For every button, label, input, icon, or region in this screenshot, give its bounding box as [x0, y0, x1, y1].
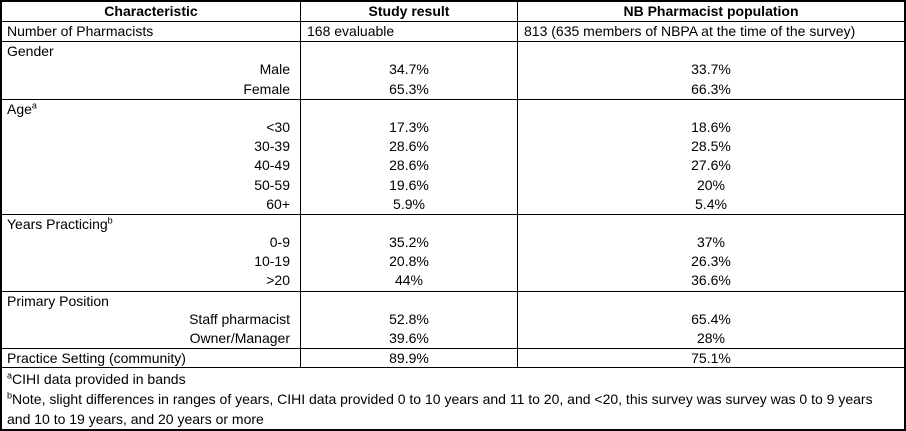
study-result-value [301, 42, 518, 61]
row-label: 60+ [266, 195, 290, 212]
row-label: <30 [266, 118, 290, 135]
study-result-value: 28.6% [301, 156, 518, 176]
row-label: Number of Pharmacists [7, 23, 154, 39]
row-label: 30-39 [254, 138, 290, 155]
row-age-under-30: <30 17.3% 18.6% [2, 117, 904, 138]
header-study-result: Study result [301, 2, 518, 21]
row-label: Female [243, 80, 290, 97]
nb-population-value [518, 292, 904, 310]
footnote-b-text: Note, slight differences in ranges of ye… [7, 391, 873, 428]
row-age-60-plus: 60+ 5.9% 5.4% [2, 194, 904, 214]
nb-population-value: 27.6% [691, 157, 731, 174]
row-practice-setting: Practice Setting (community) 89.9% 75.1% [2, 348, 904, 368]
row-label: 40-49 [254, 157, 290, 174]
nb-population-value: 33.7% [691, 61, 731, 78]
nb-population-value: 28.5% [691, 138, 731, 155]
nb-population-value: 65.4% [691, 310, 731, 327]
row-gender-female: Female 65.3% 66.3% [2, 79, 904, 99]
nb-population-value: 36.6% [691, 272, 731, 289]
footnote-a: aCIHI data provided in bands [7, 369, 896, 389]
nb-population-value: 26.3% [691, 253, 731, 270]
nb-population-value: 75.1% [691, 350, 731, 367]
row-label: Gender [7, 43, 54, 60]
study-result-value: 19.6% [301, 175, 518, 195]
row-owner-manager: Owner/Manager 39.6% 28% [2, 329, 904, 349]
row-label: 10-19 [254, 253, 290, 270]
footnote-a-text: CIHI data provided in bands [12, 371, 186, 388]
row-label: 0-9 [269, 234, 290, 251]
row-gender-male: Male 34.7% 33.7% [2, 60, 904, 80]
footnote-b: bNote, slight differences in ranges of y… [7, 389, 896, 429]
nb-population-value: 5.4% [695, 195, 727, 212]
footnote-b-marker: b [7, 390, 13, 401]
row-age-50-59: 50-59 19.6% 20% [2, 175, 904, 195]
nb-population-value: 37% [696, 234, 726, 251]
footnote-marker-a: a [31, 100, 37, 111]
nb-population-value: 20% [696, 176, 726, 193]
row-label: Owner/Manager [189, 330, 290, 346]
footnote-marker-b: b [107, 215, 113, 226]
row-label: Years Practicing [7, 215, 108, 232]
study-result-value: 65.3% [301, 79, 518, 99]
table-header-row: Characteristic Study result NB Pharmacis… [2, 2, 904, 22]
row-years-over-20: >20 44% 36.6% [2, 271, 904, 291]
row-label: Male [259, 61, 290, 78]
row-label: Age [7, 100, 32, 117]
footnote-a-marker: a [7, 370, 13, 381]
study-result-value: 35.2% [301, 233, 518, 253]
row-years-0-9: 0-9 35.2% 37% [2, 233, 904, 253]
row-age-group: Agea [2, 98, 904, 118]
row-age-40-49: 40-49 28.6% 27.6% [2, 156, 904, 176]
nb-population-value: 813 (635 members of NBPA at the time of … [524, 23, 856, 39]
row-label: Staff pharmacist [189, 310, 290, 327]
study-result-value: 20.8% [301, 252, 518, 272]
study-result-value: 44% [301, 271, 518, 291]
nb-population-value: 18.6% [691, 118, 731, 135]
row-gender-group: Gender [2, 41, 904, 61]
study-result-value: 52.8% [301, 309, 518, 329]
row-years-10-19: 10-19 20.8% 26.3% [2, 252, 904, 272]
study-result-value: 39.6% [301, 329, 518, 349]
header-characteristic: Characteristic [2, 2, 301, 21]
row-staff-pharmacist: Staff pharmacist 52.8% 65.4% [2, 309, 904, 329]
study-result-value: 89.9% [301, 349, 518, 368]
nb-population-value [518, 100, 904, 118]
study-result-value: 34.7% [301, 60, 518, 80]
study-result-value: 168 evaluable [301, 22, 518, 42]
nb-population-value [518, 42, 904, 60]
row-primary-position-group: Primary Position [2, 290, 904, 310]
row-label: >20 [266, 272, 290, 289]
row-label: Primary Position [7, 292, 109, 309]
footnotes-section: aCIHI data provided in bands bNote, slig… [2, 367, 904, 429]
nb-population-value: 66.3% [691, 80, 731, 97]
study-result-value [301, 214, 518, 234]
study-result-value: 28.6% [301, 137, 518, 157]
header-nb-population: NB Pharmacist population [623, 3, 799, 19]
row-number-of-pharmacists: Number of Pharmacists 168 evaluable 813 … [2, 22, 904, 42]
nb-population-value: 28% [696, 330, 726, 346]
row-label: Practice Setting (community) [7, 350, 186, 367]
nb-population-value [518, 215, 904, 233]
row-age-30-39: 30-39 28.6% 28.5% [2, 137, 904, 157]
study-result-value [301, 291, 518, 310]
study-result-value [301, 99, 518, 118]
study-result-value: 17.3% [301, 117, 518, 138]
row-years-practicing-group: Years Practicingb [2, 213, 904, 234]
study-result-value: 5.9% [301, 194, 518, 214]
row-label: 50-59 [254, 176, 290, 193]
